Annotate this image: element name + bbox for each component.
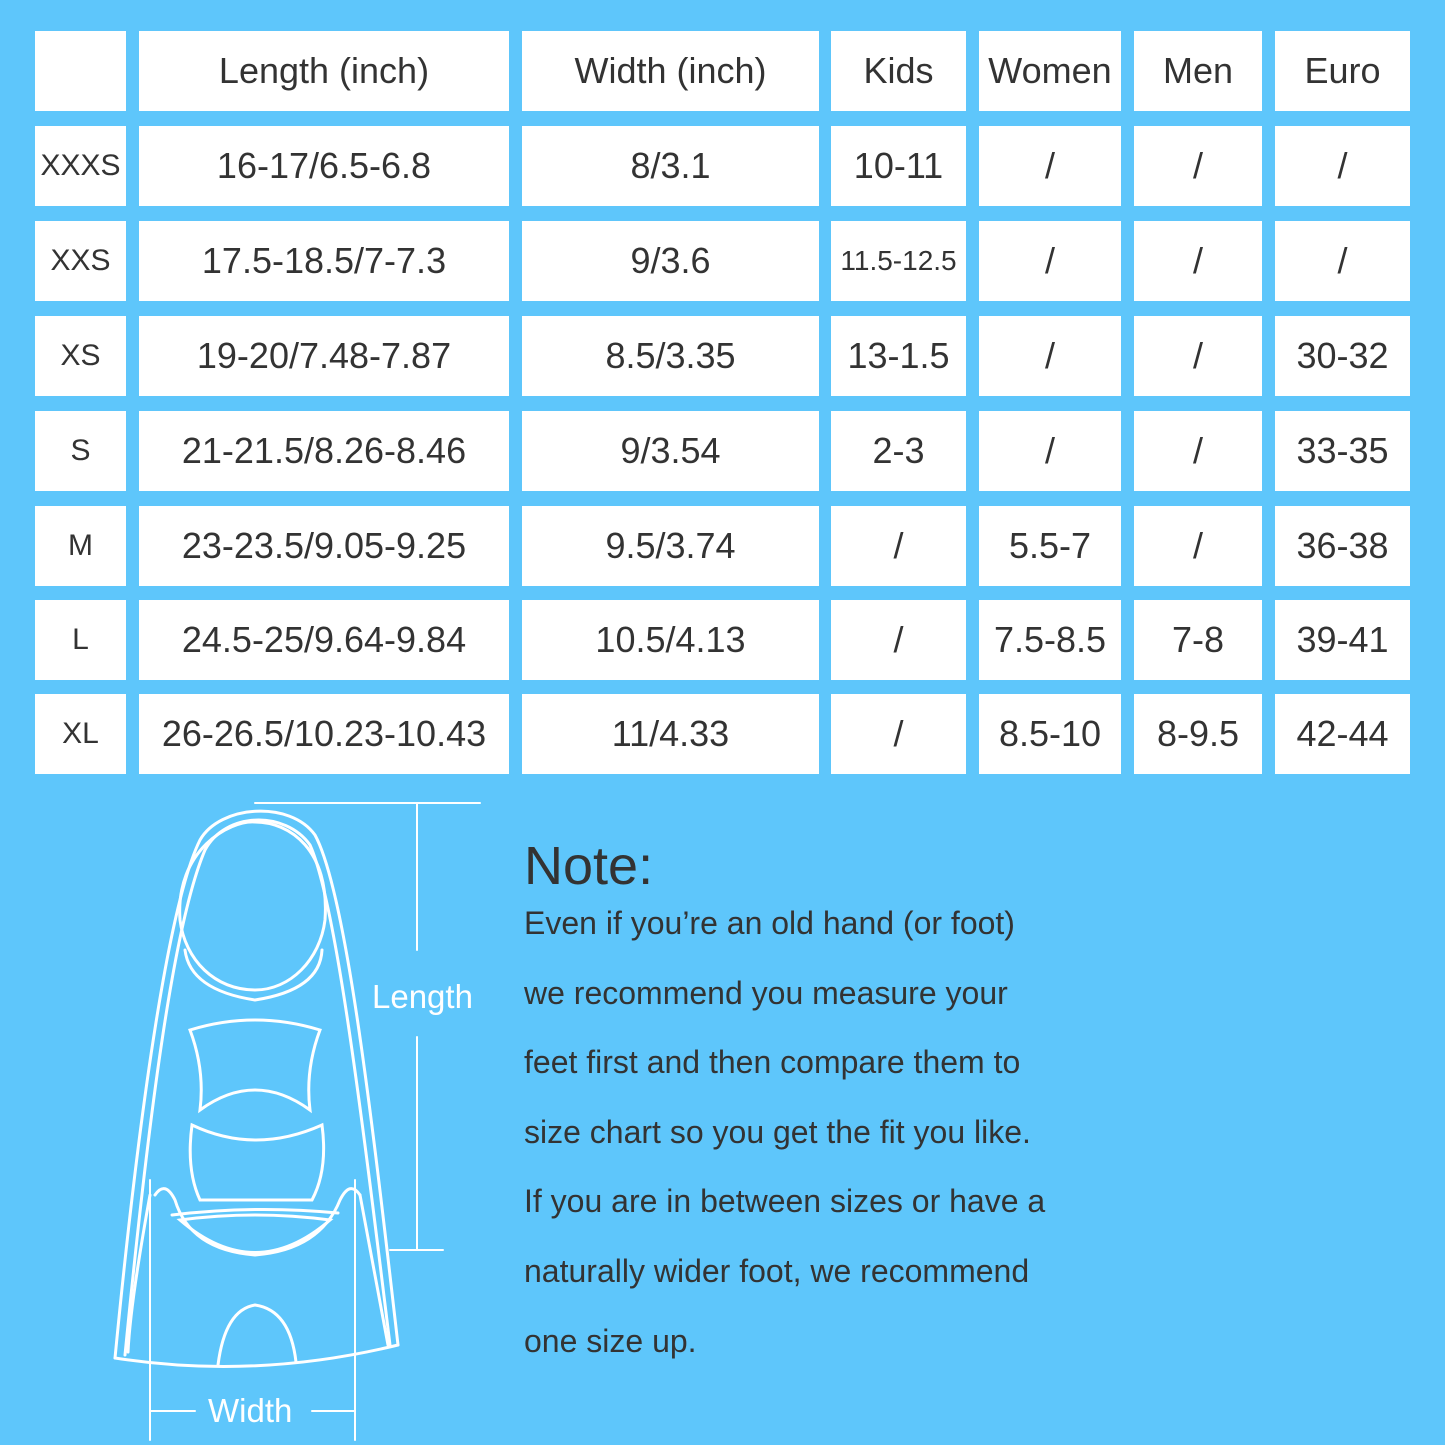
- note-line: size chart so you get the fit you like.: [524, 1113, 1031, 1150]
- cell-kids: /: [831, 600, 966, 680]
- length-dimension-line: [254, 802, 481, 1251]
- header-women: Women: [979, 31, 1121, 111]
- cell-kids: /: [831, 694, 966, 774]
- cell-euro: 30-32: [1275, 316, 1410, 396]
- cell-length: 16-17/6.5-6.8: [139, 126, 509, 206]
- length-label: Length: [372, 978, 473, 1015]
- cell-width: 9/3.54: [522, 411, 819, 491]
- cell-euro: 42-44: [1275, 694, 1410, 774]
- cell-size: L: [35, 600, 126, 680]
- cell-women: 8.5-10: [979, 694, 1121, 774]
- note-line: If you are in between sizes or have a: [524, 1183, 1046, 1220]
- cell-men: /: [1134, 221, 1262, 301]
- cell-men: 7-8: [1134, 600, 1262, 680]
- note-line: we recommend you measure your: [524, 974, 1008, 1011]
- note-line: naturally wider foot, we recommend: [524, 1253, 1030, 1289]
- cell-men: /: [1134, 506, 1262, 586]
- cell-length: 19-20/7.48-7.87: [139, 316, 509, 396]
- cell-size: XXS: [35, 221, 126, 301]
- cell-width: 8/3.1: [522, 126, 819, 206]
- cell-euro: /: [1275, 126, 1410, 206]
- cell-men: 8-9.5: [1134, 694, 1262, 774]
- cell-men: /: [1134, 411, 1262, 491]
- cell-length: 17.5-18.5/7-7.3: [139, 221, 509, 301]
- cell-women: 7.5-8.5: [979, 600, 1121, 680]
- cell-euro: 36-38: [1275, 506, 1410, 586]
- cell-euro: 33-35: [1275, 411, 1410, 491]
- header-men: Men: [1134, 31, 1262, 111]
- cell-women: /: [979, 411, 1121, 491]
- cell-euro: 39-41: [1275, 600, 1410, 680]
- cell-kids: /: [831, 506, 966, 586]
- cell-kids: 11.5-12.5: [831, 221, 966, 301]
- width-dimension-line: [149, 1179, 356, 1441]
- cell-size: XL: [35, 694, 126, 774]
- cell-width: 10.5/4.13: [522, 600, 819, 680]
- cell-kids: 2-3: [831, 411, 966, 491]
- cell-length: 21-21.5/8.26-8.46: [139, 411, 509, 491]
- note-line: one size up.: [524, 1322, 697, 1359]
- cell-kids: 13-1.5: [831, 316, 966, 396]
- cell-women: /: [979, 316, 1121, 396]
- cell-length: 24.5-25/9.64-9.84: [139, 600, 509, 680]
- header-kids: Kids: [831, 31, 966, 111]
- cell-width: 9.5/3.74: [522, 506, 819, 586]
- cell-men: /: [1134, 126, 1262, 206]
- cell-size: XXXS: [35, 126, 126, 206]
- cell-men: /: [1134, 316, 1262, 396]
- header-euro: Euro: [1275, 31, 1410, 111]
- cell-length: 23-23.5/9.05-9.25: [139, 506, 509, 586]
- cell-size: S: [35, 411, 126, 491]
- cell-kids: 10-11: [831, 126, 966, 206]
- note-title: Note:: [524, 836, 654, 896]
- fin-outline-icon: [113, 809, 400, 1368]
- cell-size: XS: [35, 316, 126, 396]
- cell-size: M: [35, 506, 126, 586]
- cell-width: 8.5/3.35: [522, 316, 819, 396]
- cell-women: 5.5-7: [979, 506, 1121, 586]
- width-label: Width: [208, 1392, 293, 1429]
- cell-women: /: [979, 126, 1121, 206]
- cell-women: /: [979, 221, 1121, 301]
- cell-width: 9/3.6: [522, 221, 819, 301]
- cell-euro: /: [1275, 221, 1410, 301]
- note-line: feet first and then compare them to: [524, 1044, 1021, 1081]
- cell-length: 26-26.5/10.23-10.43: [139, 694, 509, 774]
- header-length: Length (inch): [139, 31, 509, 111]
- header-width: Width (inch): [522, 31, 819, 111]
- cell-width: 11/4.33: [522, 694, 819, 774]
- header-size: [35, 31, 126, 111]
- note-line: Even if you’re an old hand (or foot): [524, 905, 1015, 941]
